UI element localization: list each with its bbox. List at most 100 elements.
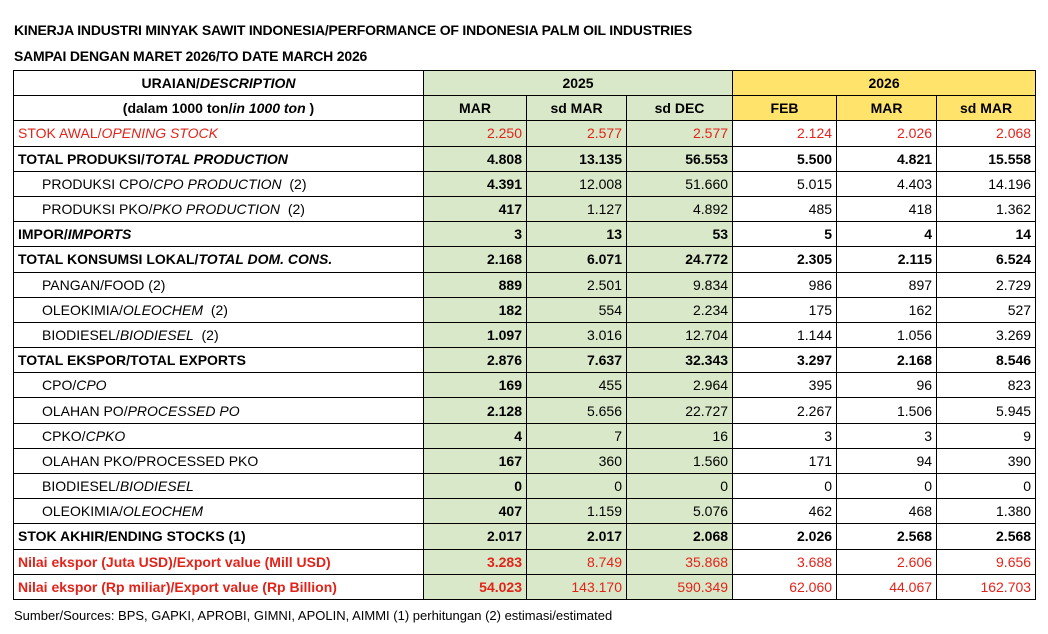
value-cell: 54.023 [423, 573, 527, 600]
value-cell: 7.637 [526, 347, 627, 374]
row-label: Nilai ekspor (Rp miliar)/Export value (R… [13, 573, 424, 600]
col-header: MAR [423, 95, 527, 122]
value-cell: 417 [423, 195, 527, 223]
value-cell: 2.128 [423, 397, 527, 424]
value-cell: 1.380 [936, 498, 1037, 525]
col-header: sd MAR [936, 95, 1037, 122]
value-cell: 2.501 [526, 271, 627, 298]
value-cell: 9.656 [936, 548, 1037, 575]
source-note: Sumber/Sources: BPS, GAPKI, APROBI, GIMN… [14, 608, 613, 623]
value-cell: 32.343 [625, 347, 734, 374]
value-cell: 13 [526, 221, 627, 248]
row-label: Nilai ekspor (Juta USD)/Export value (Mi… [13, 548, 424, 575]
value-cell: 390 [936, 447, 1037, 475]
value-cell: 1.097 [423, 321, 527, 349]
value-cell: 485 [732, 195, 838, 223]
row-label: BIODIESEL/BIODIESEL [13, 472, 424, 500]
table-body: STOK AWAL/OPENING STOCK 2.250 2.577 2.577 2.… [13, 120, 1037, 600]
header-row-years: URAIAN/DESCRIPTION 2025 2026 [13, 69, 1037, 97]
value-cell: 395 [732, 372, 838, 399]
value-cell: 2.876 [423, 347, 527, 374]
row-label: TOTAL KONSUMSI LOKAL/TOTAL DOM. CONS. [13, 246, 424, 273]
value-cell: 62.060 [732, 573, 838, 600]
value-cell: 162 [836, 296, 938, 323]
table-row: CPKO/CPKO 4 7 16 3 3 9 [13, 422, 1037, 449]
value-cell: 4.821 [836, 145, 938, 172]
value-cell: 2.267 [732, 397, 838, 424]
value-cell: 12.704 [625, 321, 734, 349]
table-row: BIODIESEL/BIODIESEL 0 0 0 0 0 0 [13, 472, 1037, 500]
value-cell: 14 [936, 221, 1037, 248]
value-cell: 2.017 [423, 523, 527, 550]
row-label: TOTAL PRODUKSI/TOTAL PRODUCTION [13, 145, 424, 172]
year-2026-header: 2026 [732, 69, 1037, 97]
value-cell: 590.349 [625, 573, 734, 600]
value-cell: 5.945 [936, 397, 1037, 424]
col-header: sd MAR [526, 95, 627, 122]
table-row: IMPOR/IMPORTS 3 13 53 5 4 14 [13, 221, 1037, 248]
row-label: OLEOKIMIA/OLEOCHEM [13, 498, 424, 525]
value-cell: 12.008 [526, 170, 627, 197]
value-cell: 527 [936, 296, 1037, 323]
value-cell: 0 [625, 472, 734, 500]
value-cell: 2.168 [423, 246, 527, 273]
value-cell: 44.067 [836, 573, 938, 600]
value-cell: 468 [836, 498, 938, 525]
table-row: OLAHAN PO/PROCESSED PO 2.128 5.656 22.727 2.… [13, 397, 1037, 424]
row-label: BIODIESEL/BIODIESEL (2) [13, 321, 424, 349]
value-cell: 0 [526, 472, 627, 500]
row-label: PRODUKSI CPO/CPO PRODUCTION (2) [13, 170, 424, 197]
value-cell: 0 [936, 472, 1037, 500]
value-cell: 2.068 [625, 523, 734, 550]
value-cell: 3.269 [936, 321, 1037, 349]
value-cell: 2.568 [836, 523, 938, 550]
value-cell: 4 [836, 221, 938, 248]
value-cell: 15.558 [936, 145, 1037, 172]
table-row: OLEOKIMIA/OLEOCHEM 407 1.159 5.076 462 468 1.3… [13, 498, 1037, 525]
value-cell: 2.026 [836, 120, 938, 147]
table-row: STOK AWAL/OPENING STOCK 2.250 2.577 2.577 2.… [13, 120, 1037, 147]
row-label: PRODUKSI PKO/PKO PRODUCTION (2) [13, 195, 424, 223]
row-label: OLAHAN PO/PROCESSED PO [13, 397, 424, 424]
palm-oil-performance-table: URAIAN/DESCRIPTION 2025 2026 (dalam 1000… [13, 69, 1037, 600]
row-label: IMPOR/IMPORTS [13, 221, 424, 248]
value-cell: 175 [732, 296, 838, 323]
value-cell: 407 [423, 498, 527, 525]
value-cell: 171 [732, 447, 838, 475]
value-cell: 418 [836, 195, 938, 223]
value-cell: 2.964 [625, 372, 734, 399]
value-cell: 1.506 [836, 397, 938, 424]
table-row: PRODUKSI CPO/CPO PRODUCTION (2) 4.391 12.0… [13, 170, 1037, 197]
value-cell: 5.015 [732, 170, 838, 197]
table-row: TOTAL PRODUKSI/TOTAL PRODUCTION 4.808 13.1… [13, 145, 1037, 172]
value-cell: 5.076 [625, 498, 734, 525]
value-cell: 3.016 [526, 321, 627, 349]
col-header: sd DEC [625, 95, 734, 122]
value-cell: 2.606 [836, 548, 938, 575]
value-cell: 143.170 [526, 573, 627, 600]
col-header: FEB [732, 95, 838, 122]
table-row: PANGAN/FOOD (2) 889 2.501 9.834 986 897 2.729 [13, 271, 1037, 298]
value-cell: 554 [526, 296, 627, 323]
row-label: OLEOKIMIA/OLEOCHEM (2) [13, 296, 424, 323]
value-cell: 1.127 [526, 195, 627, 223]
value-cell: 897 [836, 271, 938, 298]
row-label: TOTAL EKSPOR/TOTAL EXPORTS [13, 347, 424, 374]
value-cell: 3 [732, 422, 838, 449]
row-label: STOK AKHIR/ENDING STOCKS (1) [13, 523, 424, 550]
row-label: OLAHAN PKO/PROCESSED PKO [13, 447, 424, 475]
table-row: STOK AKHIR/ENDING STOCKS (1) 2.017 2.017 2.… [13, 523, 1037, 550]
col-header: MAR [836, 95, 938, 122]
value-cell: 3.283 [423, 548, 527, 575]
value-cell: 1.159 [526, 498, 627, 525]
value-cell: 4.403 [836, 170, 938, 197]
value-cell: 1.144 [732, 321, 838, 349]
value-cell: 24.772 [625, 246, 734, 273]
value-cell: 2.250 [423, 120, 527, 147]
table-row: OLEOKIMIA/OLEOCHEM (2) 182 554 2.234 175 162 5… [13, 296, 1037, 323]
value-cell: 5.656 [526, 397, 627, 424]
table-row: OLAHAN PKO/PROCESSED PKO 167 360 1.560 171 94… [13, 447, 1037, 475]
value-cell: 9.834 [625, 271, 734, 298]
value-cell: 1.362 [936, 195, 1037, 223]
value-cell: 13.135 [526, 145, 627, 172]
